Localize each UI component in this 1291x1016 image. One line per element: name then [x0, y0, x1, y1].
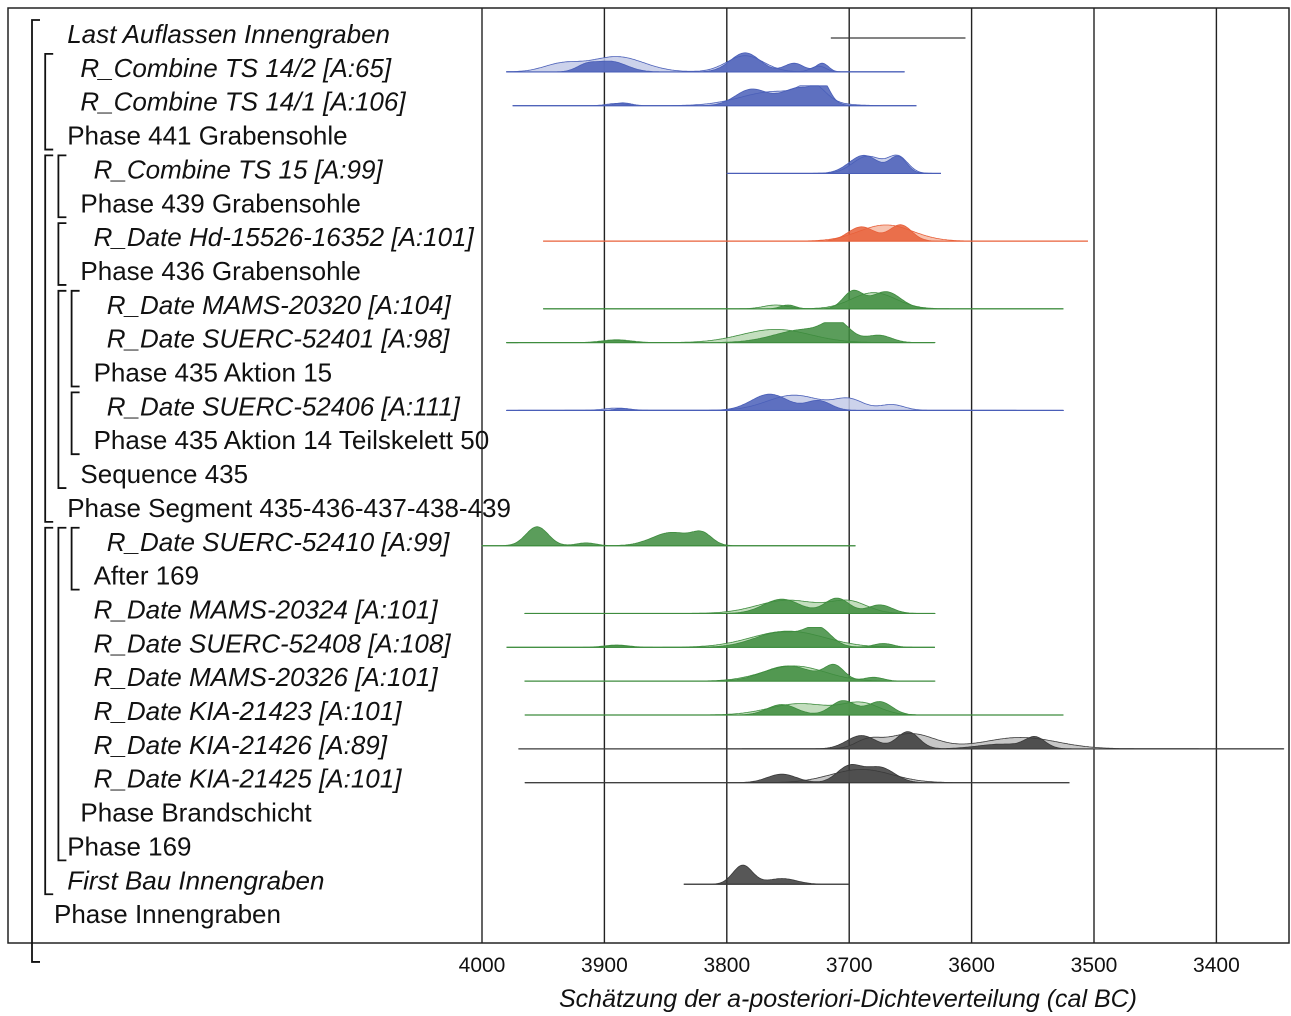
row-label: R_Date Hd-15526-16352 [A:101] — [94, 222, 475, 252]
posterior-distribution — [543, 224, 1088, 242]
distribution-layer — [481, 37, 1285, 885]
row-label: R_Date KIA-21423 [A:101] — [94, 696, 403, 726]
x-axis-ticks: 4000 3900 3800 3700 3600 3500 3400 — [459, 954, 1240, 977]
bracket-layer — [31, 19, 80, 963]
model-bracket — [44, 526, 54, 896]
row-label: R_Date MAMS-20326 [A:101] — [94, 662, 439, 692]
x-tick-label-3900: 3900 — [581, 954, 628, 977]
plot-frame — [7, 7, 1290, 944]
model-bracket — [57, 526, 67, 862]
row-label: R_Date KIA-21426 [A:89] — [94, 730, 388, 760]
row-label: R_Combine TS 14/2 [A:65] — [80, 53, 391, 83]
row-label: R_Date MAMS-20320 [A:104] — [107, 290, 452, 320]
posterior-distribution — [524, 764, 1070, 784]
row-label: R_Date SUERC-52408 [A:108] — [94, 628, 452, 658]
row-label: R_Date SUERC-52410 [A:99] — [107, 527, 450, 557]
row-label: Phase Segment 435-436-437-438-439 — [67, 493, 511, 523]
likelihood-distribution — [506, 630, 935, 648]
x-tick-label-3500: 3500 — [1071, 954, 1118, 977]
row-label: Last Auflassen Innengraben — [67, 19, 390, 49]
row-label: R_Combine TS 14/1 [A:106] — [80, 87, 406, 117]
row-label: R_Date MAMS-20324 [A:101] — [94, 594, 439, 624]
x-axis-title: Schätzung der a-posteriori-Dichteverteil… — [559, 985, 1137, 1013]
row-label: Phase 439 Grabensohle — [80, 188, 360, 218]
row-label: Phase 436 Grabensohle — [80, 256, 360, 286]
row-label: First Bau Innengraben — [67, 865, 324, 895]
row-label: R_Date SUERC-52401 [A:98] — [107, 324, 450, 354]
posterior-distribution — [506, 393, 1064, 411]
model-bracket — [44, 52, 54, 151]
model-bracket — [31, 19, 40, 963]
row-labels: Last Auflassen Innengraben R_Combine TS 1… — [54, 19, 511, 929]
posterior-distribution — [518, 731, 1285, 750]
likelihood-distribution — [506, 55, 905, 73]
model-bracket — [57, 289, 67, 489]
x-tick-label-4000: 4000 — [459, 954, 506, 977]
row-label: After 169 — [94, 561, 200, 591]
row-label: Phase Brandschicht — [80, 798, 312, 828]
row-label: Phase 169 — [67, 831, 191, 861]
x-tick-label-3600: 3600 — [948, 954, 995, 977]
x-tick-label-3800: 3800 — [703, 954, 750, 977]
posterior-distribution — [726, 154, 941, 174]
x-tick-label-3400: 3400 — [1193, 954, 1240, 977]
row-label: R_Date KIA-21425 [A:101] — [94, 764, 403, 794]
likelihood-distribution — [543, 224, 1088, 242]
posterior-distribution — [543, 289, 1064, 310]
posterior-distribution — [683, 864, 850, 885]
model-bracket — [70, 391, 80, 456]
model-bracket — [44, 154, 54, 523]
posterior-distribution — [506, 627, 935, 648]
grid-lines — [481, 8, 1218, 943]
posterior-distribution — [524, 663, 936, 682]
likelihood-distribution — [512, 85, 917, 107]
row-label: Phase 435 Aktion 15 — [94, 358, 333, 388]
model-bracket — [57, 222, 67, 286]
posterior-distribution — [506, 52, 905, 73]
row-label: Sequence 435 — [80, 459, 248, 489]
posterior-distribution — [524, 700, 1064, 716]
likelihood-distribution — [543, 292, 1064, 310]
model-bracket — [70, 289, 80, 388]
model-bracket — [70, 526, 80, 591]
posterior-distribution — [512, 85, 917, 107]
posterior-distribution — [481, 526, 856, 547]
posterior-distribution — [524, 597, 936, 614]
model-bracket — [57, 154, 67, 219]
row-label: Phase 441 Grabensohle — [67, 121, 347, 151]
x-tick-label-3700: 3700 — [826, 954, 873, 977]
row-label: R_Combine TS 15 [A:99] — [94, 154, 384, 184]
row-label: Phase 435 Aktion 14 Teilskelett 50 — [94, 425, 490, 455]
row-label: R_Date SUERC-52406 [A:111] — [107, 391, 461, 421]
row-label: Phase Innengraben — [54, 899, 281, 929]
posterior-distribution — [506, 322, 936, 344]
